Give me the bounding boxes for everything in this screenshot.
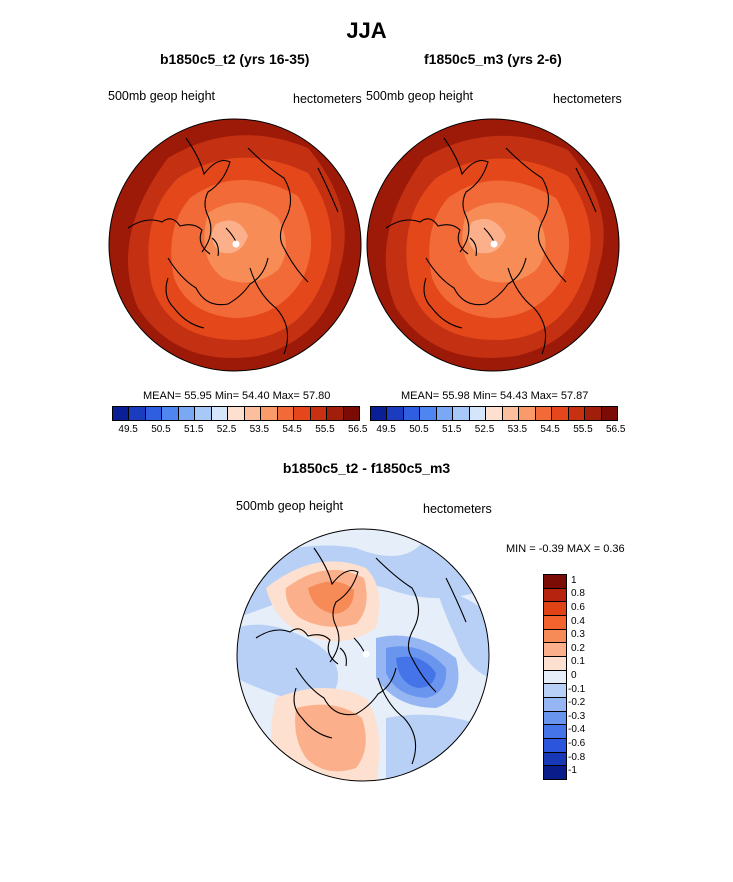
colorbar-swatch <box>162 407 179 420</box>
colorbar-swatch <box>277 407 295 420</box>
diff-panel-title: b1850c5_t2 - f1850c5_m3 <box>282 460 451 476</box>
diff-panel-units-label: hectometers <box>423 502 492 516</box>
diff-colorbar-tick-label: -0.4 <box>568 724 586 736</box>
diff-colorbar-tick-label: -0.1 <box>568 683 586 695</box>
colorbar-swatch <box>420 407 437 420</box>
diff-colorbar-tick-label: 0.2 <box>571 642 585 654</box>
diff-colorbar-tick-label: 0.8 <box>571 588 585 600</box>
panel-1-pole-marker <box>232 240 240 248</box>
colorbar-swatch <box>228 407 245 420</box>
panel-2-title: f1850c5_m3 (yrs 2-6) <box>424 51 562 67</box>
panel-1-variable-label: 500mb geop height <box>108 89 216 103</box>
diff-colorbar-swatch <box>544 698 566 712</box>
diff-colorbar-tick-label: -0.8 <box>568 751 586 763</box>
diff-colorbar-swatch <box>544 670 566 685</box>
colorbar-tick-label: 50.5 <box>151 424 171 435</box>
colorbar-swatch <box>502 407 520 420</box>
panel-1-polar-map <box>108 118 362 372</box>
colorbar-tick-label: 49.5 <box>118 424 138 435</box>
colorbar-tick-label: 53.5 <box>507 424 528 435</box>
colorbar-swatch <box>113 407 130 420</box>
colorbar-swatch <box>129 407 146 420</box>
main-title: JJA <box>346 18 387 43</box>
panel-2-pole-marker <box>490 240 498 248</box>
colorbar-tick-label: 50.5 <box>409 424 429 435</box>
colorbar-swatch <box>310 407 328 420</box>
colorbar-tick-label: 55.5 <box>573 424 593 435</box>
diff-colorbar-tick-label: 0.6 <box>571 602 585 613</box>
colorbar-tick-label: 53.5 <box>249 424 270 435</box>
diff-colorbar-swatch <box>544 602 566 617</box>
diff-colorbar-tick-label: -0.3 <box>568 710 586 722</box>
colorbar-swatch <box>568 407 586 420</box>
panel-1-units-label: hectometers <box>293 92 362 106</box>
diff-colorbar-swatch <box>544 629 566 644</box>
diff-colorbar-tick-label: -0.6 <box>568 738 586 749</box>
colorbar-tick-label: 49.5 <box>376 424 396 435</box>
colorbar-swatch <box>294 407 311 420</box>
diff-colorbar-swatch <box>544 657 566 671</box>
colorbar-tick-label: 56.5 <box>606 424 626 435</box>
colorbar-swatch <box>535 407 553 420</box>
colorbar-swatch <box>178 407 196 420</box>
colorbar-swatch <box>601 407 618 420</box>
diff-colorbar-tick-label: -1 <box>568 765 577 777</box>
colorbar-swatch <box>486 407 503 420</box>
diff-colorbar-swatch <box>544 684 566 699</box>
diff-colorbar-swatch <box>544 643 566 658</box>
diff-colorbar-swatch <box>544 575 566 589</box>
diff-colorbar-tick-label: -0.2 <box>568 697 586 709</box>
colorbar-swatch <box>244 407 262 420</box>
diff-colorbar-swatch <box>544 752 566 767</box>
diff-panel-stats: MIN = -0.39 MAX = 0.36 <box>506 543 625 555</box>
colorbar-tick-label: 56.5 <box>348 424 368 435</box>
panel-1-stats: MEAN= 55.95 Min= 54.40 Max= 57.80 <box>143 390 331 402</box>
colorbar-tick-label: 51.5 <box>442 424 462 435</box>
colorbar-swatch <box>145 407 163 420</box>
diff-polar-map <box>236 528 490 782</box>
colorbar-swatch <box>211 407 229 420</box>
colorbar-tick-label: 52.5 <box>474 424 495 435</box>
colorbar-tick-label: 54.5 <box>282 424 302 435</box>
colorbar-swatch <box>343 407 360 420</box>
diff-colorbar <box>543 574 567 780</box>
colorbar-swatch <box>261 407 278 420</box>
panel-2-colorbar <box>370 406 618 421</box>
diff-pole-marker <box>362 650 370 658</box>
diff-colorbar-tick-label: 0.1 <box>571 656 585 668</box>
colorbar-swatch <box>436 407 454 420</box>
colorbar-tick-label: 52.5 <box>216 424 237 435</box>
diff-colorbar-tick-label: 0 <box>571 670 577 681</box>
colorbar-swatch <box>371 407 388 420</box>
panel-2-units-label: hectometers <box>553 92 622 106</box>
colorbar-swatch <box>519 407 536 420</box>
colorbar-swatch <box>387 407 404 420</box>
diff-colorbar-swatch <box>544 588 566 603</box>
diff-colorbar-swatch <box>544 739 566 753</box>
colorbar-tick-label: 55.5 <box>315 424 335 435</box>
colorbar-swatch <box>469 407 487 420</box>
panel-2-stats: MEAN= 55.98 Min= 54.43 Max= 57.87 <box>401 390 589 402</box>
diff-colorbar-tick-label: 1 <box>571 574 577 586</box>
colorbar-tick-label: 51.5 <box>184 424 204 435</box>
panel-1-colorbar <box>112 406 360 421</box>
colorbar-swatch <box>453 407 470 420</box>
panel-2-variable-label: 500mb geop height <box>366 89 474 103</box>
diff-colorbar-swatch <box>544 766 566 780</box>
diff-colorbar-swatch <box>544 711 566 726</box>
diff-colorbar-tick-label: 0.4 <box>571 615 585 627</box>
colorbar-tick-label: 54.5 <box>540 424 560 435</box>
diff-colorbar-swatch <box>544 616 566 630</box>
colorbar-swatch <box>585 407 602 420</box>
colorbar-swatch <box>552 407 569 420</box>
colorbar-swatch <box>403 407 421 420</box>
colorbar-swatch <box>327 407 344 420</box>
panel-1-title: b1850c5_t2 (yrs 16-35) <box>160 51 310 67</box>
diff-panel-variable-label: 500mb geop height <box>236 499 344 513</box>
colorbar-swatch <box>195 407 212 420</box>
diff-colorbar-tick-label: 0.3 <box>571 629 585 641</box>
panel-2-polar-map <box>366 118 620 372</box>
diff-colorbar-swatch <box>544 725 566 740</box>
